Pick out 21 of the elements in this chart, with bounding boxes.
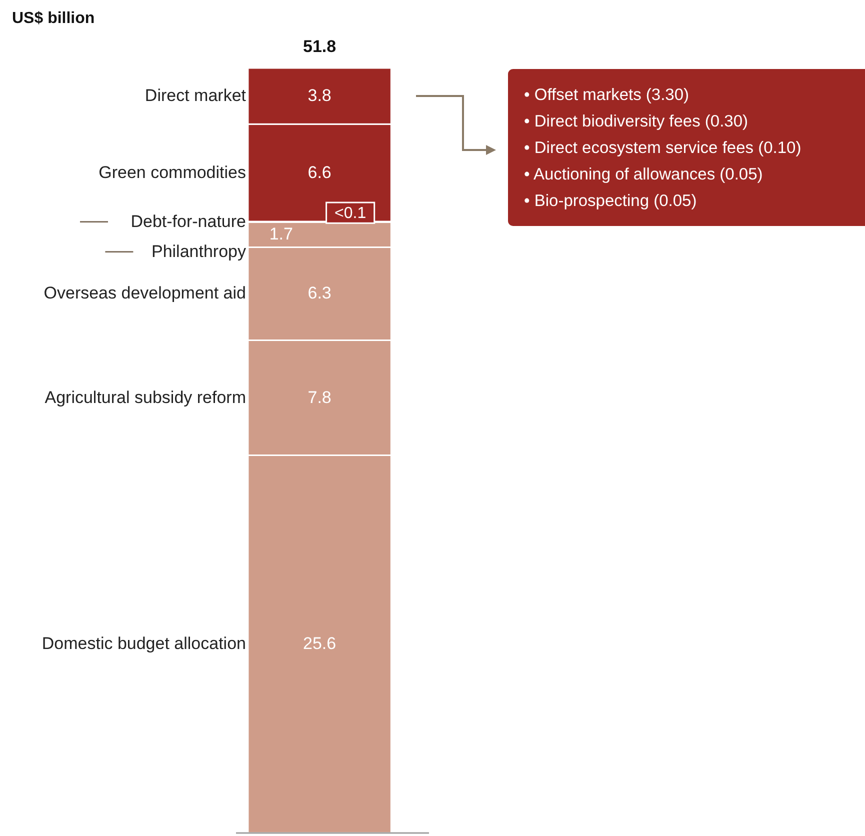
data-label: 7.8 bbox=[308, 388, 332, 407]
total-label: 51.8 bbox=[303, 37, 336, 56]
series-label: Agricultural subsidy reform bbox=[44, 388, 246, 407]
series-label: Debt-for-nature bbox=[130, 212, 246, 231]
series-label: Philanthropy bbox=[151, 242, 246, 261]
text: • Bio-prospecting (0.05) bbox=[524, 192, 697, 210]
series-label: Direct market bbox=[144, 86, 246, 106]
text: US$ billion bbox=[12, 10, 95, 27]
data-label: 3.8 bbox=[308, 86, 332, 106]
text: • Direct ecosystem service fees (0.10) bbox=[524, 139, 802, 157]
data-label: 1.7 bbox=[269, 224, 293, 244]
text: • Auctioning of allowances (0.05) bbox=[524, 166, 763, 184]
series-label: Green commodities bbox=[98, 162, 246, 182]
series-label: Overseas development aid bbox=[44, 284, 246, 303]
data-label: 6.3 bbox=[308, 284, 332, 303]
text: • Offset markets (3.30) bbox=[524, 86, 690, 104]
data-label: <0.1 bbox=[334, 204, 366, 222]
text: • Direct biodiversity fees (0.30) bbox=[524, 112, 748, 130]
data-label: 25.6 bbox=[303, 634, 336, 654]
data-label: 6.6 bbox=[308, 162, 332, 182]
series-label: Domestic budget allocation bbox=[42, 634, 246, 654]
